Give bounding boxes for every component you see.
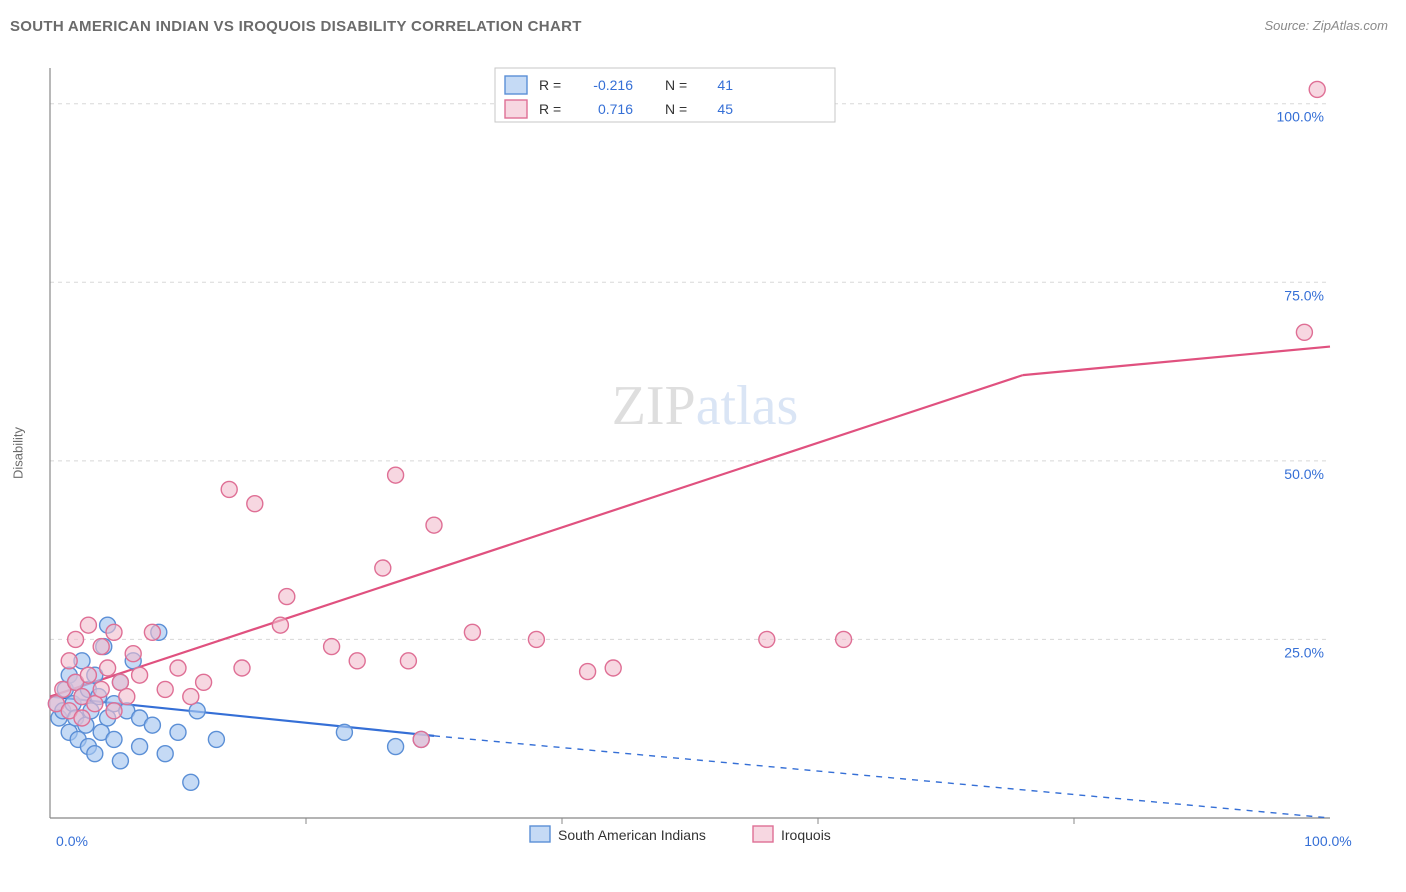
source-label: Source: — [1264, 18, 1312, 33]
point-iroquois — [279, 589, 295, 605]
point-south_american_indians — [144, 717, 160, 733]
point-south_american_indians — [157, 746, 173, 762]
point-iroquois — [388, 467, 404, 483]
point-iroquois — [605, 660, 621, 676]
point-south_american_indians — [132, 739, 148, 755]
point-iroquois — [375, 560, 391, 576]
bottom-label-iroquois: Iroquois — [781, 827, 831, 843]
point-iroquois — [80, 667, 96, 683]
point-iroquois — [1309, 81, 1325, 97]
point-iroquois — [272, 617, 288, 633]
point-south_american_indians — [189, 703, 205, 719]
point-south_american_indians — [87, 746, 103, 762]
point-iroquois — [119, 689, 135, 705]
point-iroquois — [106, 624, 122, 640]
point-south_american_indians — [208, 731, 224, 747]
point-iroquois — [132, 667, 148, 683]
legend-n-value-south_american_indians: 41 — [717, 77, 733, 93]
legend-r-label: R = — [539, 101, 561, 117]
trend-line-iroquois — [50, 375, 1023, 696]
legend-r-value-south_american_indians: -0.216 — [593, 77, 633, 93]
y-tick-label: 50.0% — [1284, 466, 1324, 482]
point-south_american_indians — [336, 724, 352, 740]
y-tick-label: 75.0% — [1284, 287, 1324, 303]
point-iroquois — [349, 653, 365, 669]
y-tick-label: 100.0% — [1277, 109, 1324, 125]
point-iroquois — [112, 674, 128, 690]
bottom-label-south_american_indians: South American Indians — [558, 827, 706, 843]
point-iroquois — [93, 639, 109, 655]
correlation-legend: R = -0.216 N = 41 R = 0.716 N = 45 — [495, 68, 835, 122]
point-iroquois — [413, 731, 429, 747]
y-axis-label: Disability — [11, 427, 26, 479]
legend-r-value-iroquois: 0.716 — [598, 101, 633, 117]
bottom-swatch-south_american_indians — [530, 826, 550, 842]
legend-swatch-south_american_indians — [505, 76, 527, 94]
point-iroquois — [93, 681, 109, 697]
x-end-label: 100.0% — [1304, 833, 1351, 848]
point-iroquois — [196, 674, 212, 690]
trend-lines — [50, 347, 1330, 818]
bottom-swatch-iroquois — [753, 826, 773, 842]
point-iroquois — [400, 653, 416, 669]
point-iroquois — [106, 703, 122, 719]
point-iroquois — [836, 631, 852, 647]
point-south_american_indians — [112, 753, 128, 769]
x-start-label: 0.0% — [56, 833, 88, 848]
point-iroquois — [68, 631, 84, 647]
point-iroquois — [183, 689, 199, 705]
point-iroquois — [157, 681, 173, 697]
point-iroquois — [234, 660, 250, 676]
source-name: ZipAtlas.com — [1313, 18, 1388, 33]
chart-plot-area: 25.0% 50.0% 75.0% 100.0% 0.0% 100.0% R = -0.216… — [40, 58, 1370, 848]
series-legend: South American Indians Iroquois — [530, 826, 831, 843]
point-iroquois — [87, 696, 103, 712]
point-iroquois — [125, 646, 141, 662]
point-iroquois — [80, 617, 96, 633]
point-iroquois — [221, 481, 237, 497]
chart-title: SOUTH AMERICAN INDIAN VS IROQUOIS DISABI… — [10, 18, 582, 35]
legend-n-label: N = — [665, 101, 687, 117]
legend-n-label: N = — [665, 77, 687, 93]
point-iroquois — [324, 639, 340, 655]
legend-n-value-iroquois: 45 — [717, 101, 733, 117]
point-south_american_indians — [388, 739, 404, 755]
point-iroquois — [464, 624, 480, 640]
trend-line-iroquois-cont — [1023, 347, 1330, 376]
trend-line-south_american_indians-extension — [434, 736, 1330, 818]
point-iroquois — [144, 624, 160, 640]
source-attribution: Source: ZipAtlas.com — [1264, 18, 1388, 33]
point-iroquois — [247, 496, 263, 512]
point-iroquois — [426, 517, 442, 533]
point-south_american_indians — [106, 731, 122, 747]
point-iroquois — [170, 660, 186, 676]
point-south_american_indians — [183, 774, 199, 790]
point-iroquois — [61, 653, 77, 669]
point-iroquois — [528, 631, 544, 647]
point-south_american_indians — [170, 724, 186, 740]
point-iroquois — [100, 660, 116, 676]
point-iroquois — [1296, 324, 1312, 340]
scatter-points — [48, 81, 1325, 790]
grid: 25.0% 50.0% 75.0% 100.0% — [50, 104, 1330, 661]
y-tick-label: 25.0% — [1284, 644, 1324, 660]
legend-swatch-iroquois — [505, 100, 527, 118]
correlation-chart: Disability 25.0%50.0%75.0%100.0%0.0%100.… — [40, 58, 1370, 848]
legend-r-label: R = — [539, 77, 561, 93]
point-iroquois — [74, 710, 90, 726]
point-iroquois — [580, 664, 596, 680]
point-iroquois — [759, 631, 775, 647]
